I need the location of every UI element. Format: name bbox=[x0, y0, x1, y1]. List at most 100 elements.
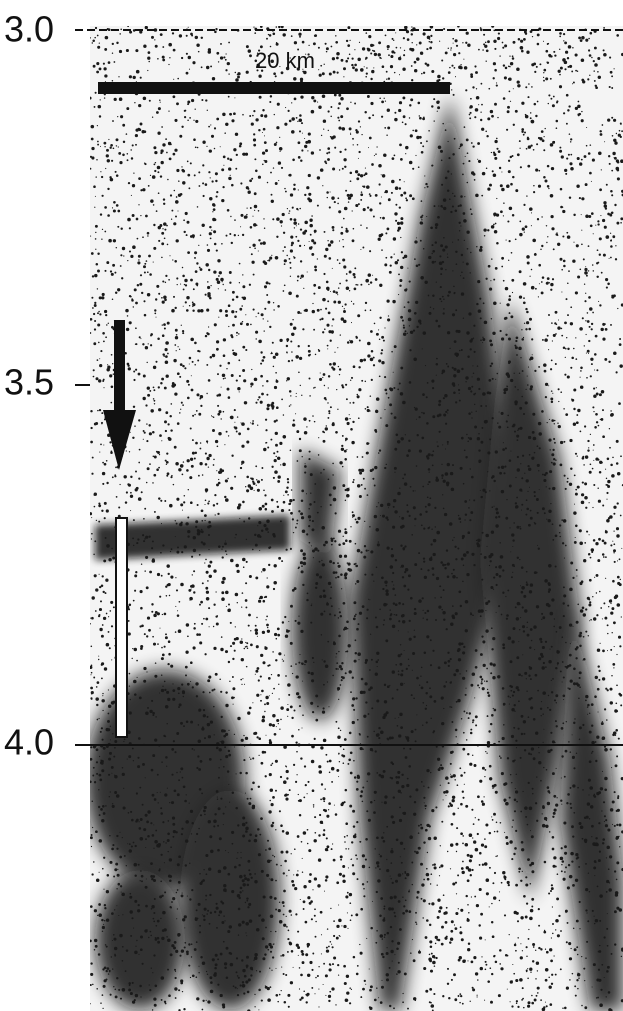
speckle-dot bbox=[462, 797, 464, 799]
speckle-dot bbox=[444, 911, 447, 914]
speckle-dot bbox=[265, 619, 266, 620]
speckle-dot bbox=[560, 930, 562, 932]
speckle-dot bbox=[286, 770, 289, 773]
speckle-dot bbox=[573, 348, 575, 350]
speckle-dot bbox=[323, 660, 325, 662]
speckle-dot bbox=[185, 864, 187, 866]
speckle-dot bbox=[204, 814, 206, 816]
speckle-dot bbox=[337, 687, 340, 690]
speckle-dot bbox=[237, 975, 239, 977]
speckle-dot bbox=[564, 1007, 567, 1010]
speckle-dot bbox=[391, 815, 394, 818]
speckle-dot bbox=[298, 156, 301, 159]
speckle-dot bbox=[220, 994, 223, 997]
speckle-dot bbox=[160, 918, 161, 919]
speckle-dot bbox=[393, 602, 395, 604]
speckle-dot bbox=[101, 412, 103, 414]
speckle-dot bbox=[467, 43, 470, 46]
speckle-dot bbox=[161, 647, 163, 649]
speckle-dot bbox=[489, 906, 490, 907]
speckle-dot bbox=[400, 856, 401, 857]
speckle-dot bbox=[493, 62, 496, 65]
speckle-dot bbox=[196, 997, 199, 1000]
speckle-dot bbox=[290, 395, 291, 396]
speckle-dot bbox=[374, 53, 377, 56]
speckle-dot bbox=[576, 646, 579, 649]
speckle-dot bbox=[197, 360, 199, 362]
speckle-dot bbox=[217, 259, 220, 262]
speckle-dot bbox=[199, 925, 201, 927]
speckle-dot bbox=[584, 482, 587, 485]
speckle-dot bbox=[216, 340, 219, 343]
speckle-dot bbox=[151, 547, 153, 549]
speckle-dot bbox=[264, 751, 267, 754]
speckle-dot bbox=[438, 606, 441, 609]
speckle-dot bbox=[617, 177, 620, 180]
speckle-dot bbox=[426, 422, 429, 425]
speckle-dot bbox=[260, 375, 263, 378]
speckle-dot bbox=[326, 947, 328, 949]
speckle-dot bbox=[408, 659, 409, 660]
speckle-dot bbox=[587, 802, 590, 805]
speckle-dot bbox=[499, 900, 500, 901]
speckle-dot bbox=[412, 490, 414, 492]
speckle-dot bbox=[130, 149, 131, 150]
speckle-dot bbox=[198, 828, 200, 830]
speckle-dot bbox=[312, 528, 315, 531]
speckle-dot bbox=[205, 263, 208, 266]
speckle-dot bbox=[382, 65, 385, 68]
speckle-dot bbox=[206, 440, 208, 442]
speckle-dot bbox=[449, 67, 450, 68]
speckle-dot bbox=[537, 33, 540, 36]
speckle-dot bbox=[361, 678, 364, 681]
speckle-dot bbox=[340, 115, 343, 118]
speckle-dot bbox=[205, 854, 208, 857]
speckle-dot bbox=[323, 273, 325, 275]
speckle-dot bbox=[198, 966, 199, 967]
speckle-dot bbox=[430, 873, 432, 875]
speckle-dot bbox=[409, 795, 411, 797]
speckle-dot bbox=[92, 827, 93, 828]
speckle-dot bbox=[425, 692, 427, 694]
speckle-dot bbox=[108, 631, 110, 633]
speckle-dot bbox=[111, 273, 114, 276]
speckle-dot bbox=[443, 299, 444, 300]
speckle-dot bbox=[296, 675, 299, 678]
speckle-dot bbox=[225, 69, 227, 71]
speckle-dot bbox=[484, 321, 488, 325]
speckle-dot bbox=[534, 452, 536, 454]
speckle-dot bbox=[380, 217, 382, 219]
speckle-dot bbox=[506, 240, 507, 241]
speckle-dot bbox=[268, 259, 270, 261]
speckle-dot bbox=[482, 640, 485, 643]
speckle-dot bbox=[519, 140, 521, 142]
speckle-dot bbox=[434, 866, 437, 869]
speckle-dot bbox=[367, 609, 369, 611]
speckle-dot bbox=[551, 937, 552, 938]
speckle-dot bbox=[597, 648, 600, 651]
speckle-dot bbox=[300, 260, 302, 262]
speckle-dot bbox=[597, 559, 600, 562]
speckle-dot bbox=[356, 821, 358, 823]
speckle-dot bbox=[457, 369, 461, 373]
speckle-dot bbox=[569, 65, 572, 68]
speckle-dot bbox=[528, 675, 530, 677]
speckle-dot bbox=[249, 247, 251, 249]
speckle-dot bbox=[342, 676, 345, 679]
speckle-dot bbox=[392, 625, 395, 628]
speckle-dot bbox=[227, 209, 230, 212]
speckle-dot bbox=[376, 146, 377, 147]
speckle-dot bbox=[480, 119, 482, 121]
speckle-dot bbox=[328, 130, 329, 131]
speckle-dot bbox=[547, 236, 548, 237]
speckle-dot bbox=[522, 227, 525, 230]
speckle-dot bbox=[225, 123, 228, 126]
speckle-dot bbox=[218, 777, 220, 779]
speckle-dot bbox=[383, 917, 385, 919]
speckle-dot bbox=[404, 26, 408, 30]
speckle-dot bbox=[324, 788, 325, 789]
speckle-dot bbox=[584, 542, 586, 544]
speckle-dot bbox=[245, 772, 248, 775]
speckle-dot bbox=[91, 646, 93, 648]
speckle-dot bbox=[595, 86, 598, 89]
